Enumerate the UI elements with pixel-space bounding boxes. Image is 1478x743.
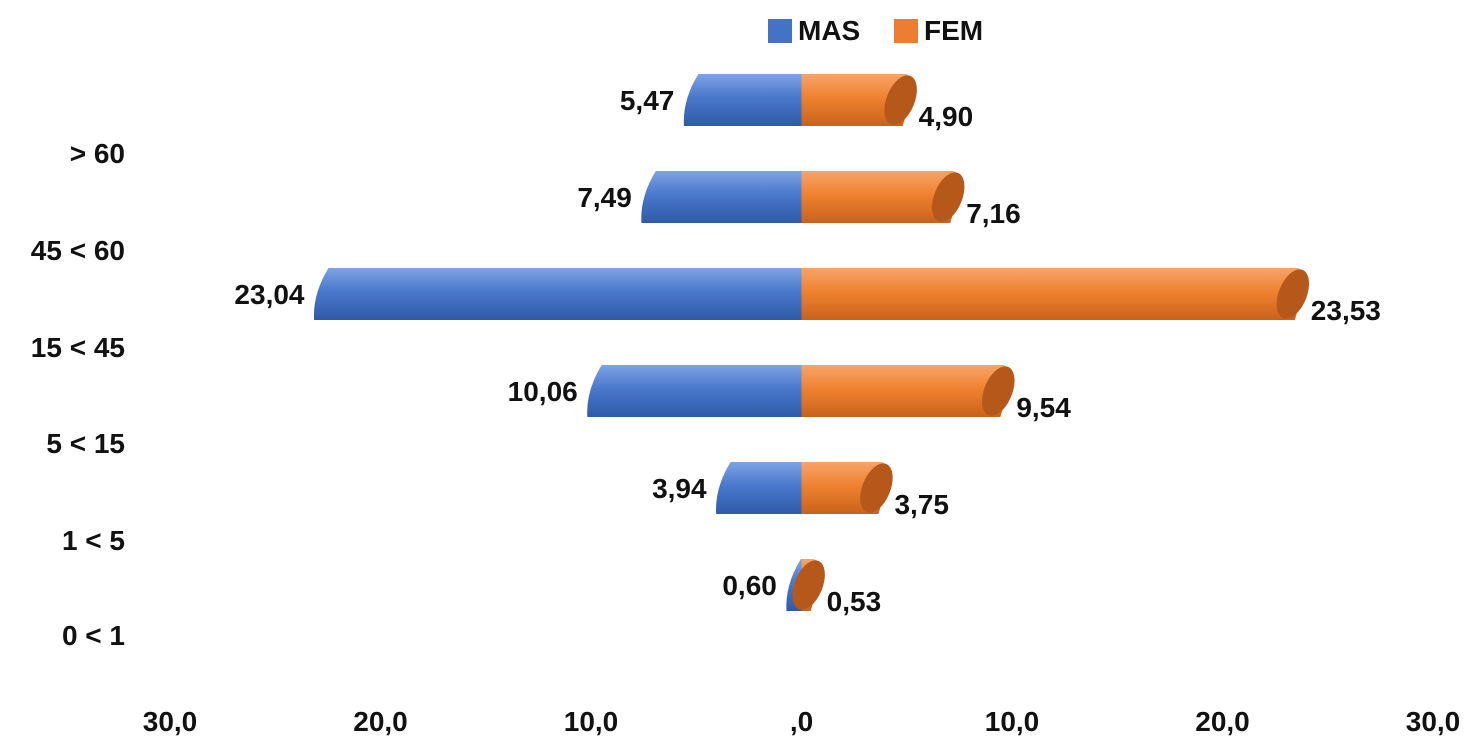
legend-label-mas: MAS — [798, 15, 860, 46]
bar-fem-cap — [792, 560, 825, 610]
data-label-mas: 0,60 — [722, 570, 777, 601]
legend-swatch-fem — [894, 19, 918, 43]
data-label-mas: 5,47 — [620, 85, 675, 116]
category-label: > 60 — [70, 138, 125, 169]
data-label-fem: 23,53 — [1311, 295, 1381, 326]
data-label-fem: 9,54 — [1016, 392, 1071, 423]
data-label-mas: 3,94 — [652, 473, 707, 504]
category-label: 45 < 60 — [31, 235, 125, 266]
bars — [313, 74, 1310, 611]
bar-fem-cap — [1276, 269, 1310, 319]
category-label: 15 < 45 — [31, 332, 125, 363]
bar-mas — [716, 462, 802, 514]
data-label-fem: 4,90 — [919, 101, 974, 132]
x-tick-label: 10,0 — [985, 706, 1040, 737]
x-tick-label: 10,0 — [564, 706, 619, 737]
bar-fem-cap — [931, 172, 965, 222]
value-labels: 5,47 4,90 7,49 7,16 23,04 23,53 10,06 9,54 3,94 3… — [234, 85, 1380, 617]
legend: MAS FEM — [768, 15, 983, 46]
x-tick-label: 30,0 — [143, 706, 198, 737]
category-label: 0 < 1 — [62, 620, 125, 651]
bar-fem — [801, 268, 1304, 320]
data-label-mas: 7,49 — [577, 182, 632, 213]
bar-mas — [313, 268, 802, 320]
legend-swatch-mas — [768, 19, 792, 43]
legend-label-fem: FEM — [924, 15, 983, 46]
bar-fem — [801, 365, 1009, 417]
bar-mas — [683, 74, 802, 126]
x-axis-tick-labels: 30,0 20,0 10,0 ,0 10,0 20,0 30,0 — [143, 706, 1461, 737]
bar-mas — [587, 365, 802, 417]
bar-fem — [801, 74, 912, 126]
x-tick-label: 20,0 — [1195, 706, 1250, 737]
data-label-fem: 0,53 — [827, 586, 882, 617]
bar-mas — [641, 171, 802, 223]
data-label-fem: 7,16 — [966, 198, 1021, 229]
x-tick-label: 20,0 — [353, 706, 408, 737]
data-label-mas: 10,06 — [508, 376, 578, 407]
bar-fem-cap — [884, 75, 917, 125]
bar-fem-cap — [982, 366, 1015, 416]
data-label-mas: 23,04 — [234, 279, 304, 310]
bar-fem-cap — [860, 463, 893, 513]
category-label: 1 < 5 — [62, 525, 125, 556]
x-tick-label: ,0 — [790, 706, 813, 737]
data-label-fem: 3,75 — [894, 489, 949, 520]
bar-fem — [801, 171, 959, 223]
x-tick-label: 30,0 — [1406, 706, 1461, 737]
category-label: 5 < 15 — [46, 428, 125, 459]
category-labels: > 60 45 < 60 15 < 45 5 < 15 1 < 5 0 < 1 — [31, 138, 125, 651]
